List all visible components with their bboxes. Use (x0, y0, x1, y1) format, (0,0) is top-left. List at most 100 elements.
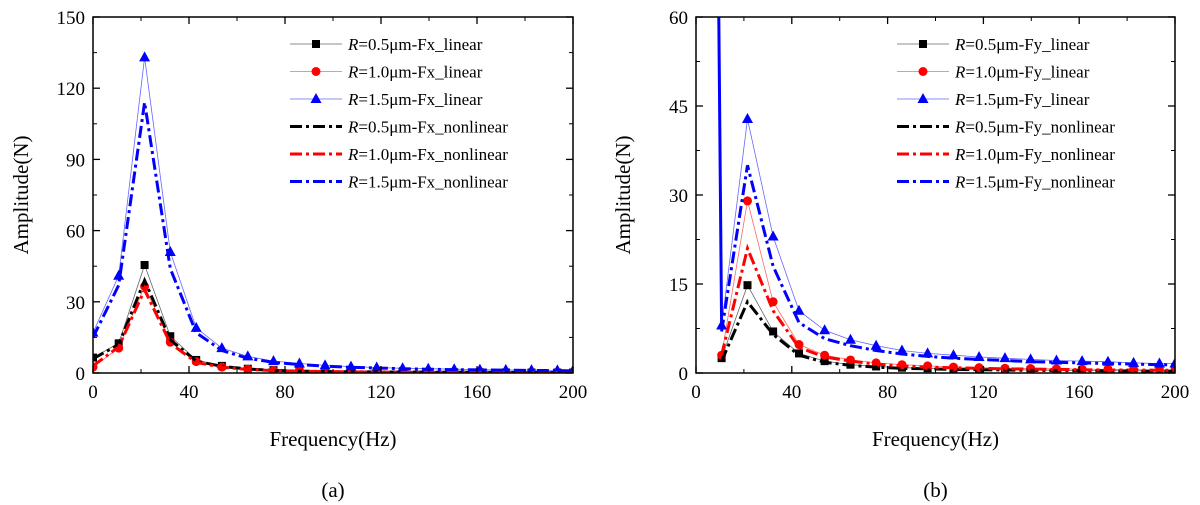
x-tick-label: 40 (782, 382, 801, 403)
chart-panel-b: 0 40 80 120 160 200 0 15 30 45 60 Frequency(Hz) Ampl… (600, 0, 1200, 505)
y-tick-label: 120 (57, 79, 86, 100)
legend-name: =0.5μm-Fy_nonlinear (965, 118, 1115, 137)
plot-frame (92, 16, 574, 374)
series-line-nonlinear-5 (93, 102, 573, 373)
series-line-linear-2 (93, 57, 573, 371)
y-tick-label: 60 (669, 8, 688, 29)
legend-prefix: R (347, 90, 359, 109)
x-axis-title: Frequency(Hz) (872, 427, 999, 451)
legend-label: R=1.0μm-Fx_nonlinear (347, 145, 508, 164)
legend-marker (919, 40, 927, 48)
x-tick-label: 80 (276, 382, 295, 403)
legend: R=0.5μm-Fx_linearR=1.0μm-Fx_linearR=1.5μ… (290, 35, 508, 192)
x-tick-label: 40 (180, 382, 199, 403)
legend-marker (311, 67, 321, 76)
legend-prefix: R (954, 90, 966, 109)
data-point-0-2 (769, 327, 778, 336)
legend-label: R=0.5μm-Fx_nonlinear (347, 118, 508, 137)
legend-label: R=1.5μm-Fy_nonlinear (954, 173, 1115, 192)
data-point-2-7 (896, 344, 908, 355)
data-point-2-17 (526, 364, 537, 373)
legend-prefix: R (954, 118, 966, 137)
legend-name: =1.0μm-Fy_nonlinear (965, 145, 1115, 164)
legend-label: R=0.5μm-Fy_nonlinear (954, 118, 1115, 137)
series-line-linear-1 (721, 200, 1175, 371)
x-tick-label: 120 (367, 382, 396, 403)
legend: R=0.5μm-Fy_linearR=1.0μm-Fy_linearR=1.5μ… (897, 35, 1115, 192)
legend-prefix: R (954, 35, 966, 54)
legend-prefix: R (347, 35, 359, 54)
chart-panel-a: 0 40 80 120 160 200 0 30 60 90 120 150 Frequency(Hz)… (9, 8, 588, 502)
legend-prefix: R (954, 145, 966, 164)
y-axis-title: Amplitude(N) (9, 136, 33, 255)
x-tick-label: 160 (463, 382, 492, 403)
legend-label: R=1.0μm-Fy_nonlinear (954, 145, 1115, 164)
x-tick-label: 0 (88, 382, 98, 403)
y-tick-label: 30 (66, 293, 85, 314)
chart-b-svg: 0 40 80 120 160 200 0 15 30 45 60 Frequency(Hz) Ampl… (611, 8, 1190, 502)
x-tick-label: 200 (559, 382, 588, 403)
legend-prefix: R (347, 118, 359, 137)
x-tick-label: 160 (1065, 382, 1094, 403)
data-point-2-1 (741, 113, 753, 124)
legend-label: R=0.5μm-Fy_linear (954, 35, 1090, 54)
panel-label: (a) (321, 478, 344, 502)
x-tick-label: 0 (691, 382, 701, 403)
legend-label: R=1.5μm-Fx_nonlinear (347, 173, 508, 192)
legend-name: =1.0μm-Fy_linear (965, 63, 1089, 82)
legend-name: =1.5μm-Fy_linear (965, 90, 1089, 109)
legend-prefix: R (954, 173, 966, 192)
data-point-0-2 (140, 261, 149, 270)
annotation-spike-0 (717, 17, 724, 326)
legend-label: R=1.5μm-Fx_linear (347, 90, 483, 109)
x-tick-label: 80 (878, 382, 897, 403)
legend-label: R=0.5μm-Fx_linear (347, 35, 483, 54)
series-group (93, 51, 573, 373)
data-point-1-5 (845, 355, 855, 365)
legend-prefix: R (954, 63, 966, 82)
data-point-2-11 (999, 352, 1011, 363)
series-line-linear-0 (93, 263, 573, 373)
data-point-2-6 (870, 339, 882, 350)
legend-label: R=1.5μm-Fy_linear (954, 90, 1090, 109)
data-point-2-2 (767, 230, 779, 241)
data-point-0-3 (166, 332, 175, 341)
data-point-2-5 (844, 333, 856, 344)
legend-label: R=1.0μm-Fy_linear (954, 63, 1090, 82)
legend-name: =0.5μm-Fy_linear (965, 35, 1089, 54)
x-tick-label: 120 (969, 382, 998, 403)
data-point-2-8 (293, 357, 305, 368)
y-tick-label: 150 (57, 8, 86, 29)
y-tick-label: 0 (679, 364, 689, 385)
legend-name: =1.5μm-Fx_nonlinear (358, 173, 508, 192)
data-point-1-4 (820, 350, 830, 360)
series-line-nonlinear-5 (720, 164, 1175, 367)
x-axis-title: Frequency(Hz) (269, 427, 396, 451)
legend-marker (310, 93, 322, 103)
legend-prefix: R (347, 145, 359, 164)
y-tick-label: 60 (66, 222, 85, 243)
legend-name: =1.0μm-Fx_nonlinear (358, 145, 508, 164)
y-tick-label: 30 (669, 186, 688, 207)
y-tick-label: 0 (76, 364, 86, 385)
series-line-nonlinear-3 (93, 276, 573, 373)
legend-marker (312, 40, 320, 48)
y-tick-label: 90 (66, 150, 85, 171)
legend-marker (917, 93, 929, 103)
series-line-nonlinear-4 (93, 286, 573, 373)
series-line-nonlinear-3 (720, 298, 1175, 373)
data-point-2-3 (793, 304, 805, 315)
y-tick-label: 15 (669, 275, 688, 296)
series-group (716, 17, 1175, 373)
data-point-1-1 (742, 196, 752, 206)
chart-a-svg: 0 40 80 120 160 200 0 30 60 90 120 150 Frequency(Hz)… (9, 8, 588, 502)
data-point-0-1 (743, 281, 752, 290)
legend-prefix: R (347, 63, 359, 82)
x-tick-label: 200 (1161, 382, 1190, 403)
data-point-2-9 (319, 359, 331, 370)
legend-prefix: R (347, 173, 359, 192)
data-point-2-10 (345, 360, 357, 371)
legend-label: R=1.0μm-Fx_linear (347, 63, 483, 82)
y-tick-label: 45 (669, 97, 688, 118)
legend-name: =0.5μm-Fx_nonlinear (358, 118, 508, 137)
